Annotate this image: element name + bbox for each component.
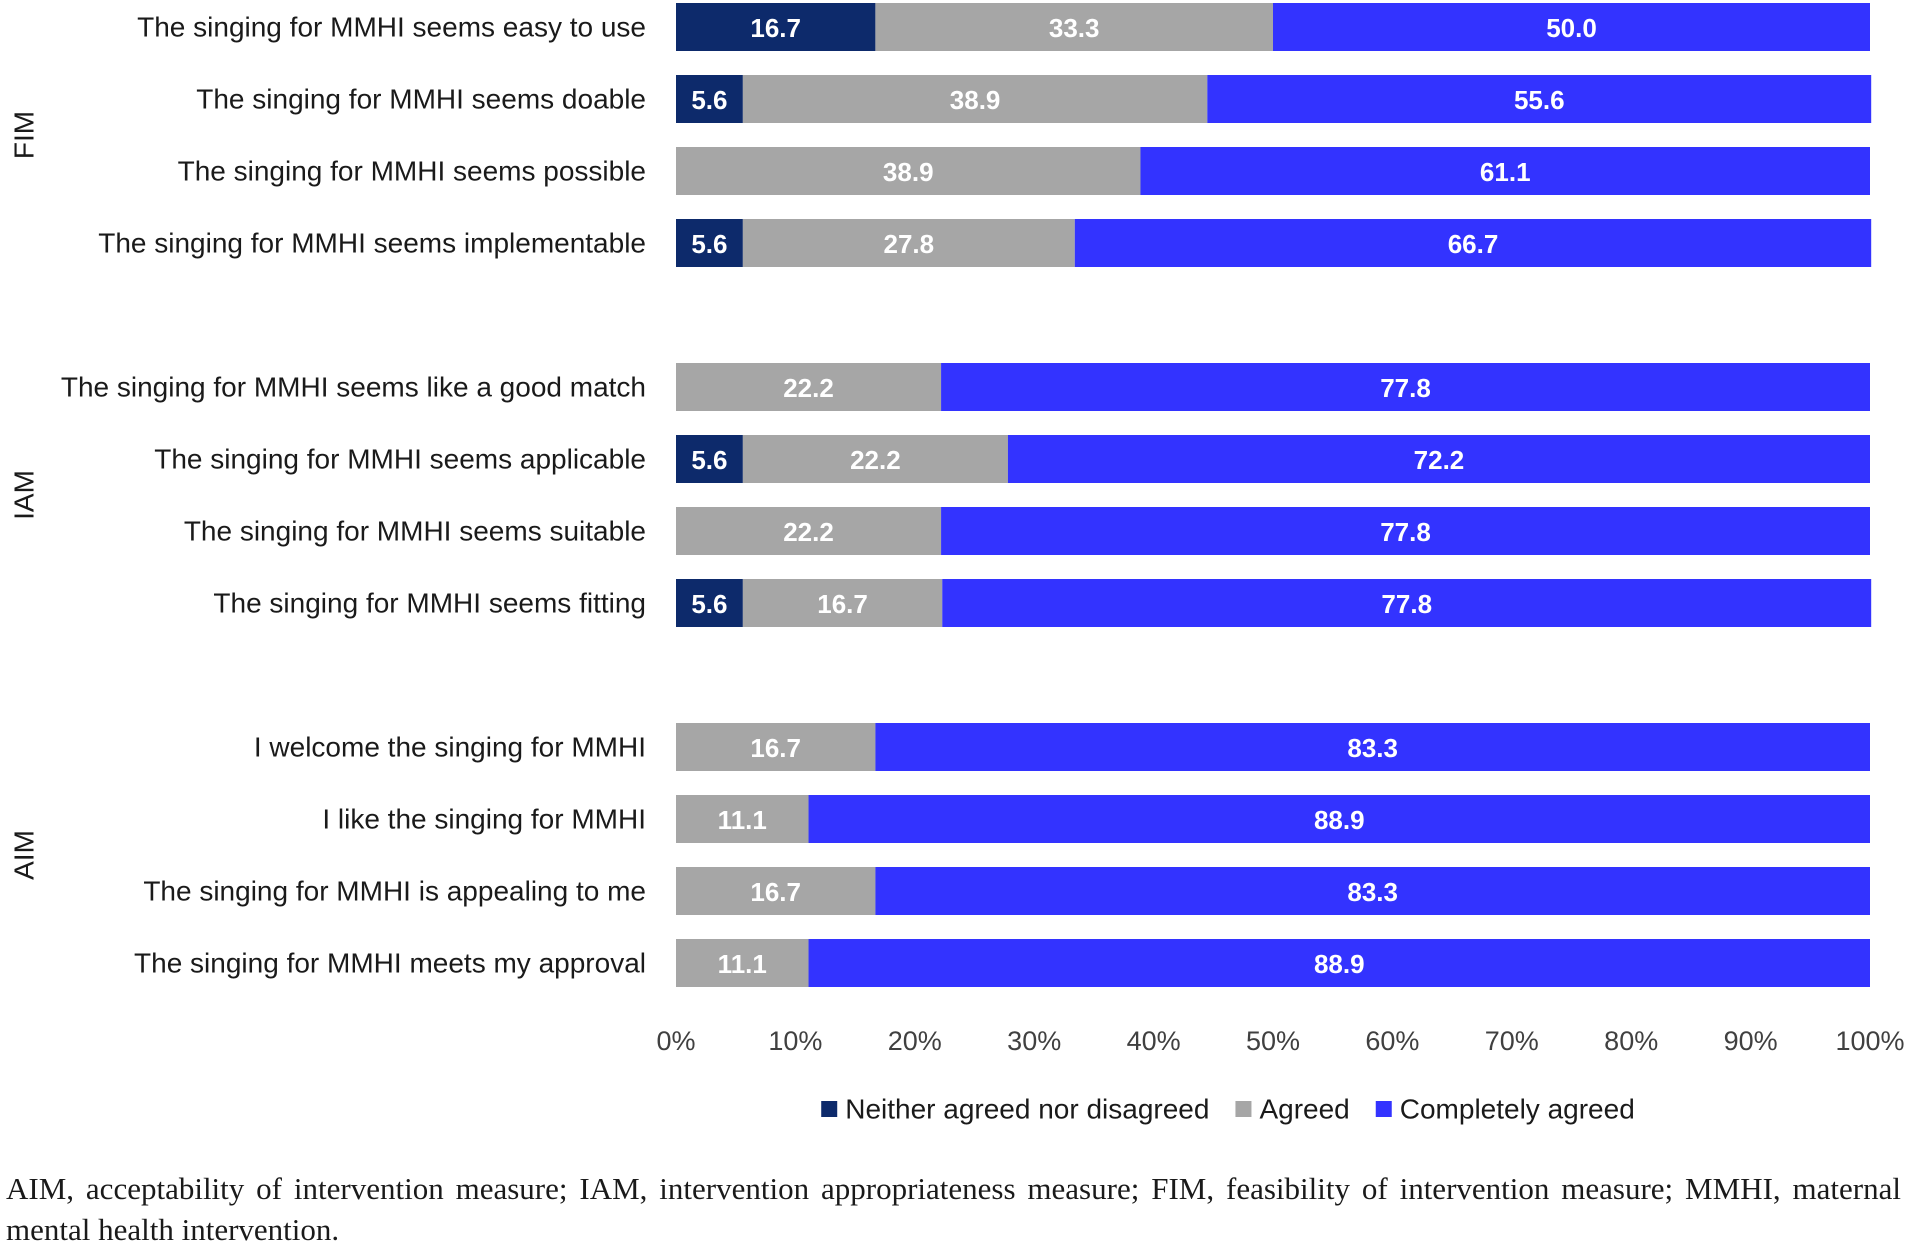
data-label: 77.8 xyxy=(1381,589,1432,619)
data-label: 5.6 xyxy=(691,85,727,115)
data-label: 50.0 xyxy=(1546,13,1597,43)
bar-segment-agreed xyxy=(676,147,1141,195)
data-label: 77.8 xyxy=(1380,517,1431,547)
category-label: The singing for MMHI seems easy to use xyxy=(137,12,646,43)
bar-segment-completely-agreed xyxy=(875,867,1870,915)
data-label: 33.3 xyxy=(1049,13,1100,43)
data-label: 11.1 xyxy=(718,949,767,979)
group-label-aim: AIM xyxy=(9,830,40,880)
legend-swatch xyxy=(1375,1101,1392,1117)
x-tick-label: 50% xyxy=(1246,1026,1300,1056)
legend-swatch xyxy=(821,1101,838,1117)
bar-segment-neither-agreed-nor-disagreed xyxy=(676,75,743,123)
category-label: The singing for MMHI seems like a good m… xyxy=(61,372,646,403)
data-label: 16.7 xyxy=(750,877,801,907)
data-label: 16.7 xyxy=(750,733,801,763)
data-label: 83.3 xyxy=(1347,733,1398,763)
bar-segment-agreed xyxy=(742,579,943,627)
data-label: 5.6 xyxy=(691,589,727,619)
bar-segment-neither-agreed-nor-disagreed xyxy=(676,3,876,51)
bar-segment-neither-agreed-nor-disagreed xyxy=(676,219,743,267)
data-label: 77.8 xyxy=(1380,373,1431,403)
bar-segment-agreed xyxy=(875,3,1273,51)
data-label: 16.7 xyxy=(750,13,801,43)
bar-segment-completely-agreed xyxy=(941,507,1870,555)
group-label-iam: IAM xyxy=(9,470,40,520)
bar-segment-completely-agreed xyxy=(1273,3,1870,51)
bar-segment-agreed xyxy=(676,795,809,843)
data-label: 83.3 xyxy=(1347,877,1398,907)
category-label: The singing for MMHI meets my approval xyxy=(134,948,646,979)
bar-segment-agreed xyxy=(676,723,876,771)
x-tick-label: 90% xyxy=(1724,1026,1778,1056)
legend-label: Agreed xyxy=(1259,1094,1349,1125)
x-tick-label: 10% xyxy=(768,1026,822,1056)
legend-label: Completely agreed xyxy=(1400,1094,1635,1125)
bar-segment-agreed xyxy=(676,507,942,555)
x-tick-label: 80% xyxy=(1604,1026,1658,1056)
data-label: 38.9 xyxy=(950,85,1001,115)
bar-segment-completely-agreed xyxy=(1074,219,1872,267)
x-tick-label: 70% xyxy=(1485,1026,1539,1056)
data-label: 22.2 xyxy=(783,373,834,403)
data-label: 11.1 xyxy=(718,805,767,835)
category-label: I like the singing for MMHI xyxy=(322,804,646,835)
data-label: 5.6 xyxy=(691,229,727,259)
data-label: 5.6 xyxy=(691,445,727,475)
bar-segment-completely-agreed xyxy=(941,363,1870,411)
bar-segment-completely-agreed xyxy=(942,579,1872,627)
x-tick-label: 20% xyxy=(888,1026,942,1056)
data-label: 55.6 xyxy=(1514,85,1565,115)
bar-segment-completely-agreed xyxy=(1140,147,1870,195)
bar-segment-agreed xyxy=(676,363,942,411)
bar-segment-completely-agreed xyxy=(808,795,1871,843)
bar-segment-neither-agreed-nor-disagreed xyxy=(676,579,743,627)
bar-segment-completely-agreed xyxy=(808,939,1871,987)
legend-swatch xyxy=(1235,1101,1252,1117)
legend-label: Neither agreed nor disagreed xyxy=(845,1094,1209,1125)
data-label: 27.8 xyxy=(884,229,935,259)
stacked-bar-chart: The singing for MMHI seems easy to use 16… xyxy=(9,3,1905,1125)
data-label: 22.2 xyxy=(783,517,834,547)
data-label: 61.1 xyxy=(1480,157,1531,187)
bar-segment-completely-agreed xyxy=(875,723,1870,771)
x-tick-label: 100% xyxy=(1835,1026,1904,1056)
bar-segment-agreed xyxy=(742,219,1075,267)
category-label: The singing for MMHI seems suitable xyxy=(184,516,646,547)
category-label: The singing for MMHI is appealing to me xyxy=(143,876,646,907)
bar-segment-completely-agreed xyxy=(1007,435,1870,483)
x-tick-label: 40% xyxy=(1127,1026,1181,1056)
bar-segment-agreed xyxy=(742,75,1208,123)
category-label: The singing for MMHI seems implementable xyxy=(98,228,646,259)
data-label: 72.2 xyxy=(1414,445,1465,475)
figure-caption: AIM, acceptability of intervention measu… xyxy=(6,1171,1901,1247)
bar-segment-agreed xyxy=(676,867,876,915)
data-label: 66.7 xyxy=(1448,229,1499,259)
data-label: 88.9 xyxy=(1314,949,1365,979)
bar-segment-agreed xyxy=(742,435,1008,483)
bar-segment-completely-agreed xyxy=(1207,75,1872,123)
category-label: The singing for MMHI seems doable xyxy=(196,84,646,115)
data-label: 16.7 xyxy=(817,589,868,619)
data-label: 22.2 xyxy=(850,445,901,475)
bar-segment-neither-agreed-nor-disagreed xyxy=(676,435,743,483)
data-label: 88.9 xyxy=(1314,805,1365,835)
bar-segment-agreed xyxy=(676,939,809,987)
group-label-fim: FIM xyxy=(9,111,40,159)
category-label: The singing for MMHI seems fitting xyxy=(213,588,646,619)
category-label: I welcome the singing for MMHI xyxy=(254,732,646,763)
x-tick-label: 60% xyxy=(1365,1026,1419,1056)
category-label: The singing for MMHI seems possible xyxy=(178,156,646,187)
category-label: The singing for MMHI seems applicable xyxy=(154,444,646,475)
x-tick-label: 0% xyxy=(656,1026,695,1056)
data-label: 38.9 xyxy=(883,157,934,187)
x-tick-label: 30% xyxy=(1007,1026,1061,1056)
